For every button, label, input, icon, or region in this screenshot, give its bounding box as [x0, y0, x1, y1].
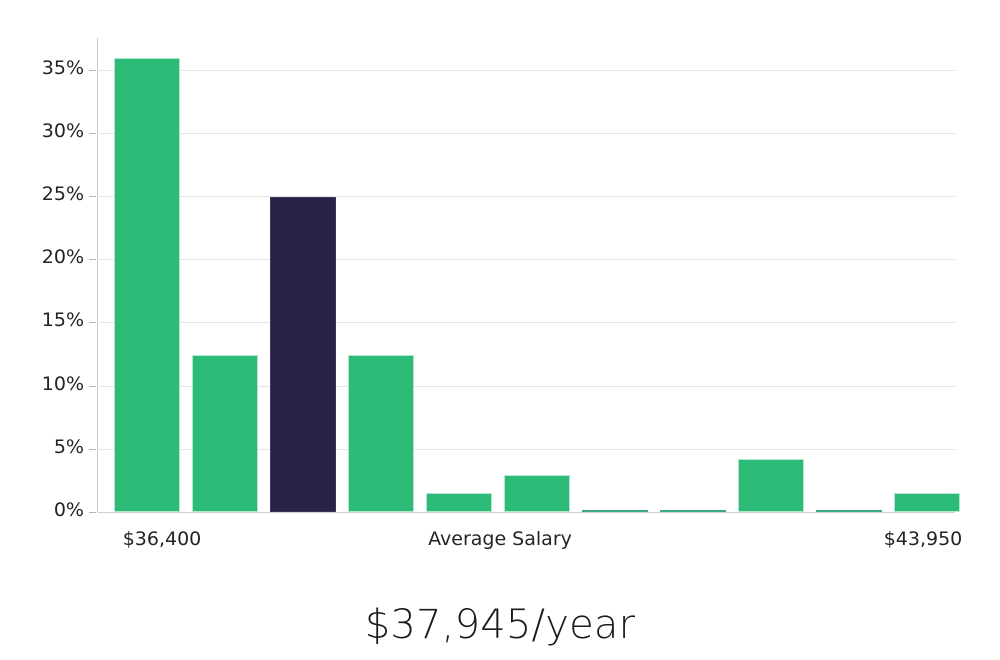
y-axis-tick-label: 0% — [53, 499, 84, 521]
y-axis-tick-label: 25% — [41, 183, 84, 205]
y-axis-tick — [89, 196, 96, 197]
average-salary-caption: $37,945/year — [364, 602, 636, 648]
x-axis-label-right: $43,950 — [883, 528, 963, 550]
bar — [426, 493, 492, 512]
y-axis-tick — [89, 259, 96, 261]
gridline — [97, 448, 955, 450]
x-axis-title: Average Salary — [428, 528, 572, 550]
y-axis-tick-label: 30% — [41, 119, 84, 142]
bar-highlighted — [270, 197, 336, 512]
y-axis-tick-label: 15% — [41, 309, 84, 332]
bar — [582, 510, 648, 512]
gridline — [97, 322, 955, 324]
gridline — [97, 196, 955, 197]
y-axis-tick-label: 20% — [41, 246, 84, 269]
bar — [816, 510, 882, 512]
bar — [114, 58, 180, 512]
bar — [738, 458, 804, 512]
y-axis-tick-label: 10% — [41, 372, 84, 395]
gridline — [97, 69, 955, 71]
y-axis-tick — [89, 385, 96, 387]
gridline — [97, 385, 955, 387]
y-axis-tick — [89, 448, 96, 450]
x-axis-label-left: $36,400 — [122, 528, 202, 550]
bar — [660, 510, 726, 512]
bar — [504, 475, 570, 512]
gridline — [97, 259, 955, 261]
y-axis-tick-label: 35% — [41, 56, 84, 79]
y-axis-line — [97, 38, 98, 513]
gridline — [97, 132, 955, 134]
y-axis-tick — [89, 512, 96, 513]
plot-area — [97, 38, 960, 513]
y-axis-tick-label: 5% — [53, 435, 84, 458]
gridline — [97, 512, 955, 513]
bar — [192, 355, 258, 512]
y-axis-tick — [89, 69, 96, 71]
bar — [348, 355, 414, 512]
gridlines — [97, 38, 955, 513]
bar — [894, 493, 960, 512]
y-axis-tick — [89, 132, 96, 134]
y-axis-tick — [89, 322, 96, 324]
bar-series — [97, 38, 960, 512]
